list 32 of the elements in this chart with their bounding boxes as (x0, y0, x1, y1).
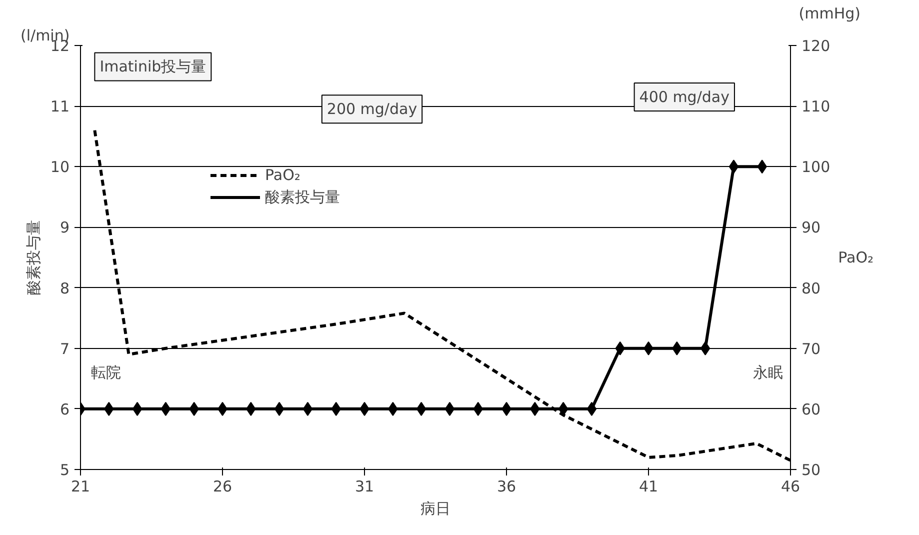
y2-tick-label: 110 (802, 98, 830, 116)
y-axis-title: 酸素投与量 (24, 220, 42, 295)
annotation: 永眠 (752, 364, 783, 382)
legend-label: 酸素投与量 (265, 188, 340, 206)
y2-tick-label: 70 (802, 340, 821, 358)
y2-tick-label: 90 (802, 218, 821, 237)
annotation: Imatinib投与量 (100, 58, 206, 76)
x-tick-label: 21 (70, 478, 90, 496)
y2-tick-label: 120 (802, 37, 830, 55)
y-tick-label: 7 (60, 340, 70, 358)
y2-tick-label: 100 (802, 158, 830, 176)
annotation: 400 mg/day (639, 88, 730, 106)
y2-axis-title: PaO₂ (838, 248, 874, 266)
y-tick-label: 5 (60, 461, 70, 479)
annotation: 200 mg/day (326, 100, 418, 118)
x-tick-label: 46 (780, 478, 800, 496)
y-tick-label: 6 (60, 400, 70, 418)
y2-tick-label: 50 (802, 461, 821, 479)
x-tick-label: 41 (638, 478, 658, 496)
y-tick-label: 8 (60, 279, 70, 298)
y-tick-label: 11 (50, 98, 70, 116)
y2-tick-label: 60 (802, 400, 821, 418)
x-tick-label: 31 (354, 478, 374, 496)
y-tick-label: 9 (60, 218, 70, 237)
x-tick-label: 26 (212, 478, 232, 496)
annotation: 転院 (91, 364, 122, 382)
y-tick-label: 10 (50, 158, 70, 176)
x-axis-title: 病日 (420, 500, 450, 518)
text: (mmHg) (798, 4, 861, 22)
legend-label: PaO₂ (265, 166, 300, 184)
x-tick-label: 36 (496, 478, 516, 496)
y2-tick-label: 80 (802, 279, 821, 298)
